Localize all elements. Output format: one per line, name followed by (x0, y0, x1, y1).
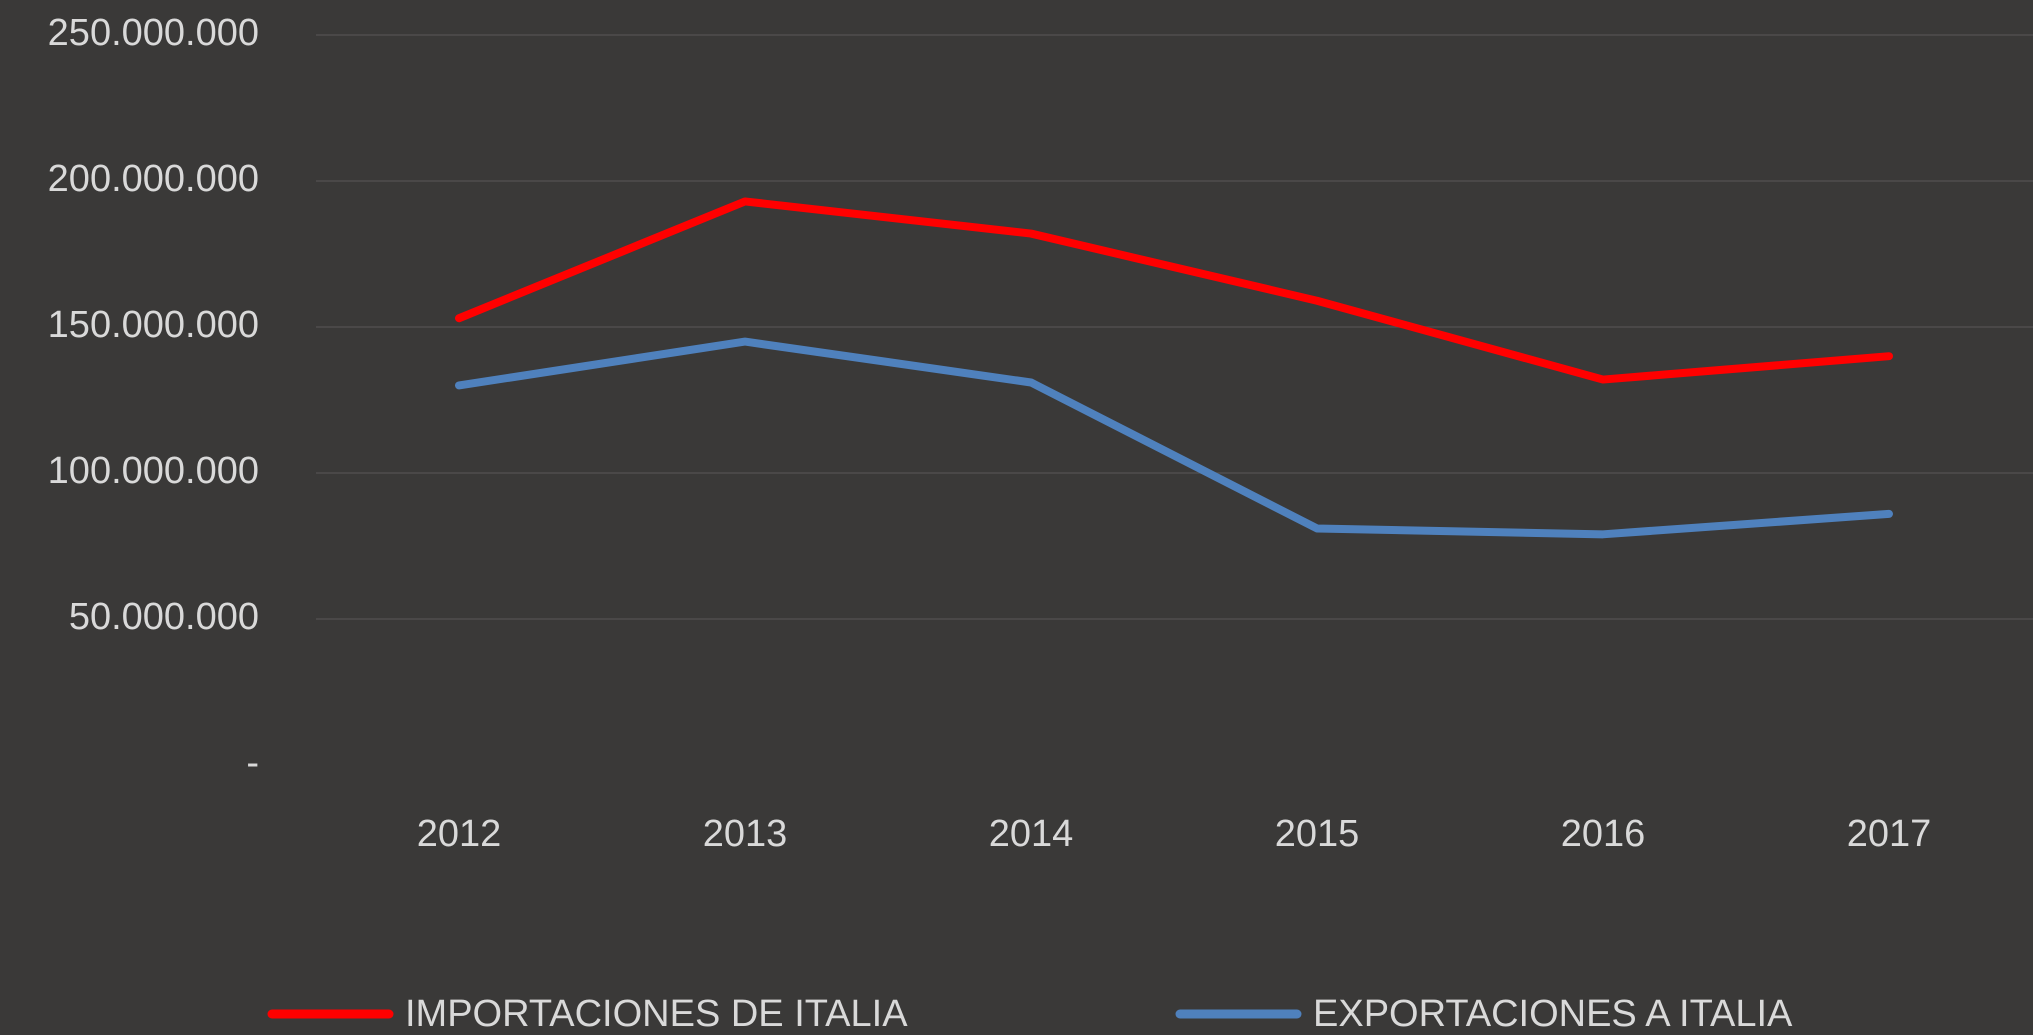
y-tick-label: 200.000.000 (48, 158, 259, 200)
x-tick-label: 2016 (1561, 813, 1646, 855)
x-tick-label: 2012 (417, 813, 502, 855)
x-tick-label: 2017 (1847, 813, 1932, 855)
legend-label: IMPORTACIONES DE ITALIA (405, 993, 908, 1035)
x-tick-label: 2013 (703, 813, 788, 855)
y-tick-label: 250.000.000 (48, 12, 259, 54)
data-line (455, 197, 1893, 384)
y-tick-label: 100.000.000 (48, 450, 259, 492)
y-tick-label: 150.000.000 (48, 304, 259, 346)
x-tick-label: 2014 (989, 813, 1074, 855)
data-line (455, 337, 1893, 539)
x-tick-label: 2015 (1275, 813, 1360, 855)
y-tick-label: 50.000.000 (69, 596, 259, 638)
y-tick-label: - (246, 742, 259, 784)
legend-label: EXPORTACIONES A ITALIA (1313, 993, 1793, 1035)
